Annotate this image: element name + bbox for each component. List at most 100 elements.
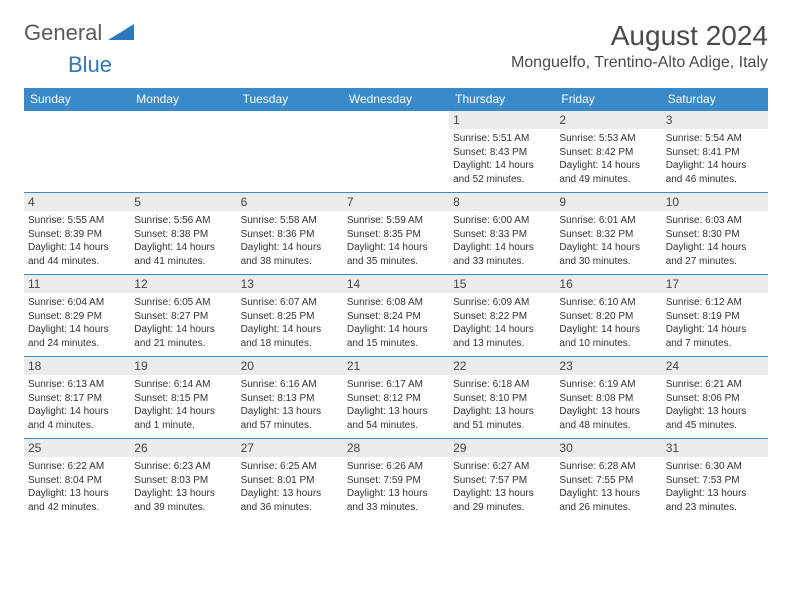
sunset-text: Sunset: 8:42 PM [559,146,657,160]
sunset-text: Sunset: 7:55 PM [559,474,657,488]
sunset-text: Sunset: 8:38 PM [134,228,232,242]
day-number: 22 [449,357,555,375]
day-info: Sunrise: 6:08 AMSunset: 8:24 PMDaylight:… [347,296,445,350]
daylight-text: Daylight: 13 hours and 48 minutes. [559,405,657,432]
sunset-text: Sunset: 8:19 PM [666,310,764,324]
day-info: Sunrise: 6:19 AMSunset: 8:08 PMDaylight:… [559,378,657,432]
day-number: 14 [343,275,449,293]
sunset-text: Sunset: 8:27 PM [134,310,232,324]
daylight-text: Daylight: 14 hours and 10 minutes. [559,323,657,350]
brand-logo: General [24,20,136,46]
calendar-day-cell [237,111,343,193]
day-info: Sunrise: 6:04 AMSunset: 8:29 PMDaylight:… [28,296,126,350]
sunset-text: Sunset: 7:59 PM [347,474,445,488]
day-number: 6 [237,193,343,211]
sunrise-text: Sunrise: 6:27 AM [453,460,551,474]
sunset-text: Sunset: 8:32 PM [559,228,657,242]
day-number: 13 [237,275,343,293]
sunrise-text: Sunrise: 6:18 AM [453,378,551,392]
daylight-text: Daylight: 14 hours and 24 minutes. [28,323,126,350]
sunset-text: Sunset: 8:17 PM [28,392,126,406]
day-info: Sunrise: 6:17 AMSunset: 8:12 PMDaylight:… [347,378,445,432]
calendar-day-cell: 8Sunrise: 6:00 AMSunset: 8:33 PMDaylight… [449,193,555,275]
calendar-day-cell: 18Sunrise: 6:13 AMSunset: 8:17 PMDayligh… [24,357,130,439]
calendar-day-cell: 3Sunrise: 5:54 AMSunset: 8:41 PMDaylight… [662,111,768,193]
daylight-text: Daylight: 14 hours and 1 minute. [134,405,232,432]
day-number: 31 [662,439,768,457]
daylight-text: Daylight: 13 hours and 26 minutes. [559,487,657,514]
daylight-text: Daylight: 14 hours and 18 minutes. [241,323,339,350]
calendar-day-cell: 14 Sunrise: 6:08 AMSunset: 8:24 PMDayligh… [343,275,449,357]
daylight-text: Daylight: 13 hours and 23 minutes. [666,487,764,514]
daylight-text: Daylight: 14 hours and 46 minutes. [666,159,764,186]
day-number: 26 [130,439,236,457]
day-number: 20 [237,357,343,375]
calendar-page: General August 2024 Monguelfo, Trentino-… [0,0,792,541]
calendar-day-cell: 30Sunrise: 6:28 AMSunset: 7:55 PMDayligh… [555,439,661,521]
calendar-table: Sunday Monday Tuesday Wednesday Thursday… [24,88,768,521]
sunrise-text: Sunrise: 6:01 AM [559,214,657,228]
sunrise-text: Sunrise: 6:19 AM [559,378,657,392]
calendar-day-cell: 23 Sunrise: 6:19 AMSunset: 8:08 PMDayligh… [555,357,661,439]
daylight-text: Daylight: 13 hours and 36 minutes. [241,487,339,514]
calendar-day-cell: 21Sunrise: 6:17 AMSunset: 8:12 PMDayligh… [343,357,449,439]
daylight-text: Daylight: 14 hours and 44 minutes. [28,241,126,268]
daylight-text: Daylight: 14 hours and 33 minutes. [453,241,551,268]
day-info: Sunrise: 5:51 AMSunset: 8:43 PMDaylight:… [453,132,551,186]
day-info: Sunrise: 5:56 AMSunset: 8:38 PMDaylight:… [134,214,232,268]
calendar-day-cell: 9Sunrise: 6:01 AMSunset: 8:32 PMDaylight… [555,193,661,275]
daylight-text: Daylight: 13 hours and 29 minutes. [453,487,551,514]
sunset-text: Sunset: 8:41 PM [666,146,764,160]
sunrise-text: Sunrise: 6:13 AM [28,378,126,392]
weekday-header: Friday [555,88,661,111]
daylight-text: Daylight: 14 hours and 27 minutes. [666,241,764,268]
calendar-week-row: 18 Sunrise: 6:13 AMSunset: 8:17 PM Dayligh… [24,357,768,439]
calendar-day-cell: 12Sunrise: 6:05 AMSunset: 8:27 PMDayligh… [130,275,236,357]
sunrise-text: Sunrise: 6:07 AM [241,296,339,310]
sunrise-text: Sunrise: 6:09 AM [453,296,551,310]
calendar-day-cell: 10Sunrise: 6:03 AMSunset: 8:30 PMDayligh… [662,193,768,275]
sunrise-text: Sunrise: 5:56 AM [134,214,232,228]
sunrise-text: Sunrise: 5:58 AM [241,214,339,228]
day-number: 24 [662,357,768,375]
sunset-text: Sunset: 8:10 PM [453,392,551,406]
calendar-day-cell: 2Sunrise: 5:53 AMSunset: 8:42 PMDaylight… [555,111,661,193]
daylight-text: Daylight: 13 hours and 57 minutes. [241,405,339,432]
calendar-day-cell: 28Sunrise: 6:26 AMSunset: 7:59 PMDayligh… [343,439,449,521]
day-number: 29 [449,439,555,457]
day-info: Sunrise: 6:27 AMSunset: 7:57 PMDaylight:… [453,460,551,514]
day-number: 23 [555,357,661,375]
day-number: 25 [24,439,130,457]
day-number: 4 [24,193,130,211]
day-number: 3 [662,111,768,129]
day-info: Sunrise: 5:55 AMSunset: 8:39 PMDaylight:… [28,214,126,268]
calendar-day-cell: 4 Sunrise: 5:55 AMSunset: 8:39 PMDaylight… [24,193,130,275]
sunrise-text: Sunrise: 6:30 AM [666,460,764,474]
weekday-header: Saturday [662,88,768,111]
sunrise-text: Sunrise: 5:53 AM [559,132,657,146]
sunset-text: Sunset: 8:01 PM [241,474,339,488]
calendar-day-cell: 24Sunrise: 6:21 AMSunset: 8:06 PMDayligh… [662,357,768,439]
calendar-day-cell: 1Sunrise: 5:51 AMSunset: 8:43 PMDaylight… [449,111,555,193]
sunset-text: Sunset: 8:06 PM [666,392,764,406]
daylight-text: Daylight: 14 hours and 15 minutes. [347,323,445,350]
day-info: Sunrise: 6:09 AMSunset: 8:22 PMDaylight:… [453,296,551,350]
sunset-text: Sunset: 8:13 PM [241,392,339,406]
sunset-text: Sunset: 8:20 PM [559,310,657,324]
day-info: Sunrise: 5:59 AMSunset: 8:35 PMDaylight:… [347,214,445,268]
day-info: Sunrise: 6:10 AMSunset: 8:20 PMDaylight:… [559,296,657,350]
calendar-day-cell: 25Sunrise: 6:22 AMSunset: 8:04 PMDayligh… [24,439,130,521]
sunset-text: Sunset: 8:39 PM [28,228,126,242]
day-info: Sunrise: 5:58 AMSunset: 8:36 PMDaylight:… [241,214,339,268]
day-info: Sunrise: 6:16 AMSunset: 8:13 PMDaylight:… [241,378,339,432]
day-info: Sunrise: 6:30 AMSunset: 7:53 PMDaylight:… [666,460,764,514]
calendar-day-cell: 5Sunrise: 5:56 AMSunset: 8:38 PMDaylight… [130,193,236,275]
sunset-text: Sunset: 8:33 PM [453,228,551,242]
calendar-day-cell: 31 Sunrise: 6:30 AMSunset: 7:53 PMDayligh… [662,439,768,521]
daylight-text: Daylight: 13 hours and 42 minutes. [28,487,126,514]
sunrise-text: Sunrise: 6:03 AM [666,214,764,228]
calendar-header-row: Sunday Monday Tuesday Wednesday Thursday… [24,88,768,111]
day-number: 18 [24,357,130,375]
day-info: Sunrise: 6:01 AMSunset: 8:32 PMDaylight:… [559,214,657,268]
calendar-day-cell: 7Sunrise: 5:59 AMSunset: 8:35 PMDaylight… [343,193,449,275]
